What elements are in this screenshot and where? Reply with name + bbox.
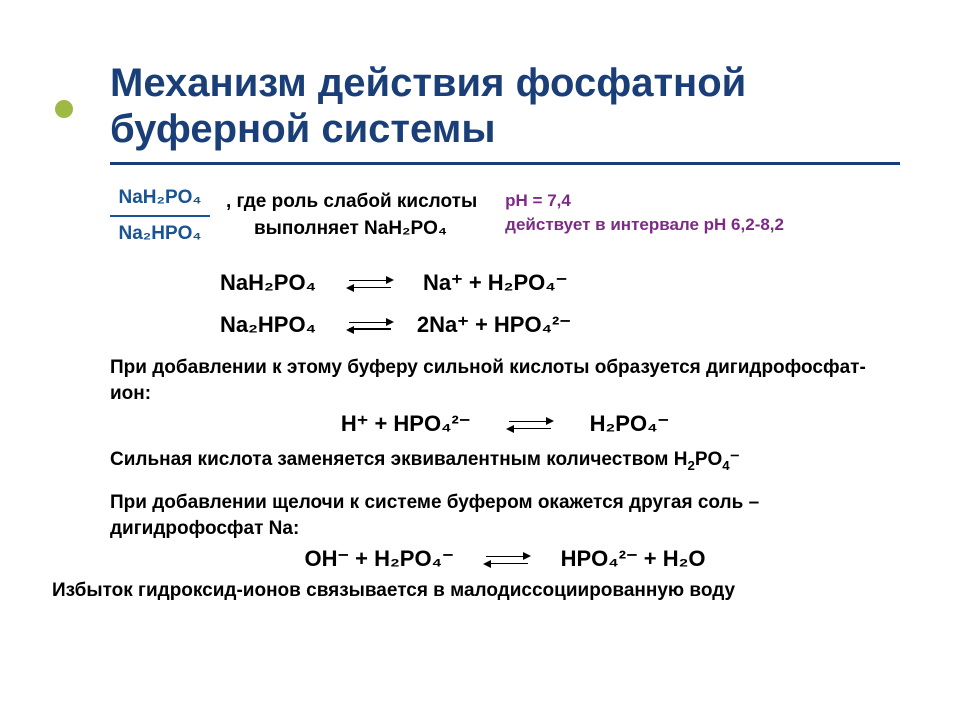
fraction-line bbox=[110, 215, 210, 217]
top-row: NaH₂PO₄ Na₂HPO₄ , где роль слабой кислот… bbox=[110, 183, 900, 250]
equilibrium-arrow bbox=[507, 418, 553, 432]
footer-text: Избыток гидроксид-ионов связывается в ма… bbox=[52, 580, 900, 602]
eq2-right: 2Na⁺ + HPO₄²⁻ bbox=[417, 312, 571, 337]
eq4-left: OH⁻ + H₂PO₄⁻ bbox=[304, 546, 453, 571]
txt: Cильная кислота заменяется эквивалентным… bbox=[110, 449, 687, 470]
equation-3: H⁺ + HPO₄²⁻ H₂PO₄⁻ bbox=[110, 411, 900, 437]
eq1-left: NaH₂PO₄ bbox=[220, 270, 316, 295]
eq1-right: Na⁺ + H₂PO₄⁻ bbox=[423, 270, 567, 295]
fraction-numerator: NaH₂PO₄ bbox=[119, 183, 202, 213]
ph-range: действует в интервале pH 6,2-8,2 bbox=[505, 215, 784, 234]
equation-2: Na₂HPO₄ 2Na⁺ + HPO₄²⁻ bbox=[220, 304, 900, 346]
sub: 4 bbox=[722, 457, 729, 472]
acid-addition-text: При добавлении к этому буферу сильной ки… bbox=[110, 355, 900, 406]
eq3-right: H₂PO₄⁻ bbox=[590, 411, 670, 436]
base-addition-text: При добавлении щелочи к системе буфером … bbox=[110, 490, 900, 541]
slide-title: Механизм действия фосфатной буферной сис… bbox=[110, 60, 900, 152]
equilibrium-arrow bbox=[347, 277, 393, 291]
title-divider bbox=[110, 162, 900, 165]
sub: 2 bbox=[687, 457, 694, 472]
desc-line1: , где роль слабой кислоты bbox=[226, 191, 477, 212]
eq3-left: H⁺ + HPO₄²⁻ bbox=[341, 411, 471, 436]
sup: ⁻ bbox=[730, 449, 740, 470]
eq4-right: HPO₄²⁻ + H₂O bbox=[561, 546, 706, 571]
ph-value: pH = 7,4 bbox=[505, 191, 571, 210]
strong-acid-replace-text: Cильная кислота заменяется эквивалентным… bbox=[110, 447, 900, 475]
equilibrium-arrow bbox=[347, 319, 393, 333]
ph-info: pH = 7,4 действует в интервале pH 6,2-8,… bbox=[505, 189, 784, 237]
txt: PO bbox=[695, 449, 722, 470]
weak-acid-desc: , где роль слабой кислоты выполняет NaH₂… bbox=[226, 189, 477, 242]
equation-4: OH⁻ + H₂PO₄⁻ HPO₄²⁻ + H₂O bbox=[110, 546, 900, 572]
desc-line2: выполняет NaH₂PO₄ bbox=[254, 218, 447, 239]
equilibrium-arrow bbox=[484, 553, 530, 567]
fraction-denominator: Na₂HPO₄ bbox=[119, 219, 202, 249]
equation-1: NaH₂PO₄ Na⁺ + H₂PO₄⁻ bbox=[220, 262, 900, 304]
slide: Механизм действия фосфатной буферной сис… bbox=[0, 0, 960, 720]
buffer-fraction: NaH₂PO₄ Na₂HPO₄ bbox=[110, 183, 210, 250]
title-bullet bbox=[55, 100, 73, 118]
eq2-left: Na₂HPO₄ bbox=[220, 312, 316, 337]
